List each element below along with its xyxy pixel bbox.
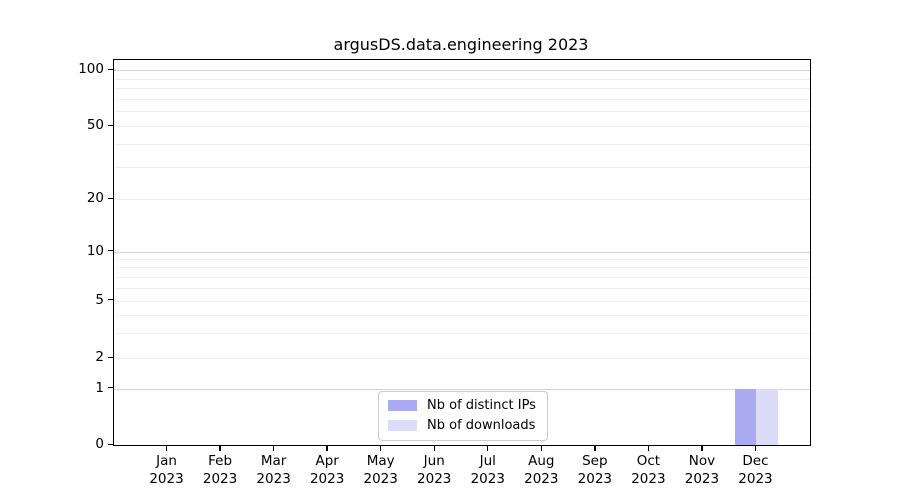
gridline: [114, 166, 810, 168]
y-tick-mark: [108, 124, 113, 126]
x-tick-mark: [219, 445, 221, 451]
x-tick-year: 2023: [309, 471, 345, 487]
x-tick-month: Jun: [423, 453, 445, 469]
x-tick-month: Mar: [260, 453, 287, 469]
x-tick-year: 2023: [470, 471, 505, 487]
x-tick-month: Aug: [528, 453, 555, 469]
y-tick-label: 20: [86, 190, 104, 206]
y-tick-label: 1: [95, 379, 104, 396]
x-tick-label: Jul 2023: [456, 452, 520, 488]
gridline: [114, 251, 810, 253]
x-tick-label: Dec 2023: [723, 452, 787, 488]
x-tick-mark: [326, 445, 328, 451]
x-tick-year: 2023: [684, 471, 720, 487]
y-tick-label: 50: [86, 117, 104, 133]
x-tick-label: Sep 2023: [563, 452, 627, 488]
x-tick-month: Dec: [742, 453, 769, 469]
x-tick-mark: [647, 445, 650, 451]
x-tick-year: 2023: [524, 471, 559, 487]
x-tick-mark: [754, 445, 757, 451]
x-tick-mark: [433, 445, 435, 451]
bar-nb-of-downloads: [756, 388, 778, 445]
gridline: [114, 300, 810, 302]
x-tick-year: 2023: [363, 471, 398, 487]
x-tick-month: Jul: [479, 453, 496, 469]
x-tick-year: 2023: [202, 471, 238, 487]
gridline: [114, 88, 810, 90]
gridline: [114, 388, 810, 390]
gridline: [114, 314, 810, 316]
y-tick-mark: [108, 250, 113, 252]
x-tick-year: 2023: [149, 471, 184, 487]
x-tick-year: 2023: [417, 471, 452, 487]
y-tick-mark: [108, 356, 113, 358]
x-tick-label: Mar 2023: [242, 452, 306, 488]
y-tick-label: 5: [95, 291, 104, 308]
legend-label: Nb of distinct IPs: [427, 398, 536, 413]
gridline: [114, 199, 810, 200]
gridline: [114, 70, 810, 71]
x-tick-mark: [701, 445, 703, 451]
x-tick-label: Aug 2023: [509, 452, 573, 488]
x-tick-label: Jan 2023: [135, 452, 199, 488]
y-tick-mark: [108, 197, 113, 199]
y-tick-label: 2: [95, 349, 104, 365]
gridline: [114, 98, 810, 100]
x-tick-mark: [379, 445, 382, 451]
y-tick-mark: [108, 299, 113, 301]
bar-nb-of-distinct-ips: [735, 388, 757, 445]
gridline: [114, 126, 810, 127]
x-tick-month: May: [366, 453, 395, 469]
x-tick-label: Oct 2023: [616, 452, 680, 488]
y-tick-label: 0: [95, 436, 104, 452]
x-tick-label: Feb 2023: [188, 452, 252, 488]
gridline: [114, 111, 810, 113]
plot-area: Nb of distinct IPs Nb of downloads: [113, 59, 811, 446]
x-tick-year: 2023: [577, 471, 613, 487]
x-tick-month: Sep: [582, 453, 608, 469]
x-tick-month: Oct: [636, 453, 661, 469]
x-tick-year: 2023: [738, 471, 773, 487]
legend: Nb of distinct IPs Nb of downloads: [378, 391, 548, 441]
x-tick-mark: [487, 445, 489, 451]
x-tick-mark: [594, 445, 596, 451]
gridline: [114, 143, 810, 145]
legend-row: Nb of downloads: [388, 417, 536, 434]
x-tick-year: 2023: [631, 471, 666, 487]
x-tick-month: Feb: [208, 453, 233, 469]
gridline: [114, 287, 810, 289]
y-tick-mark: [108, 68, 113, 70]
gridline: [114, 78, 810, 80]
x-tick-month: Nov: [688, 453, 716, 469]
x-tick-mark: [540, 445, 542, 451]
legend-row: Nb of distinct IPs: [388, 397, 536, 414]
legend-label: Nb of downloads: [427, 418, 536, 433]
y-tick-mark: [108, 443, 113, 445]
y-tick-label: 100: [78, 61, 104, 77]
chart-title: argusDS.data.engineering 2023: [333, 35, 589, 54]
gridline: [114, 258, 810, 260]
gridline: [114, 267, 810, 269]
x-tick-label: May 2023: [349, 452, 413, 488]
x-tick-mark: [272, 445, 275, 451]
x-tick-mark: [165, 445, 168, 451]
y-tick-label: 10: [86, 242, 104, 259]
gridline: [114, 358, 810, 359]
x-tick-month: Jan: [156, 453, 177, 469]
x-tick-label: Apr 2023: [295, 452, 359, 488]
x-tick-month: Apr: [315, 453, 339, 469]
x-tick-year: 2023: [256, 471, 291, 487]
x-tick-label: Nov 2023: [670, 452, 734, 488]
gridline: [114, 276, 810, 278]
legend-swatch-icon: [388, 400, 417, 411]
y-tick-mark: [108, 387, 113, 389]
gridline: [114, 332, 810, 334]
legend-swatch-icon: [388, 420, 417, 431]
x-tick-label: Jun 2023: [402, 452, 466, 488]
